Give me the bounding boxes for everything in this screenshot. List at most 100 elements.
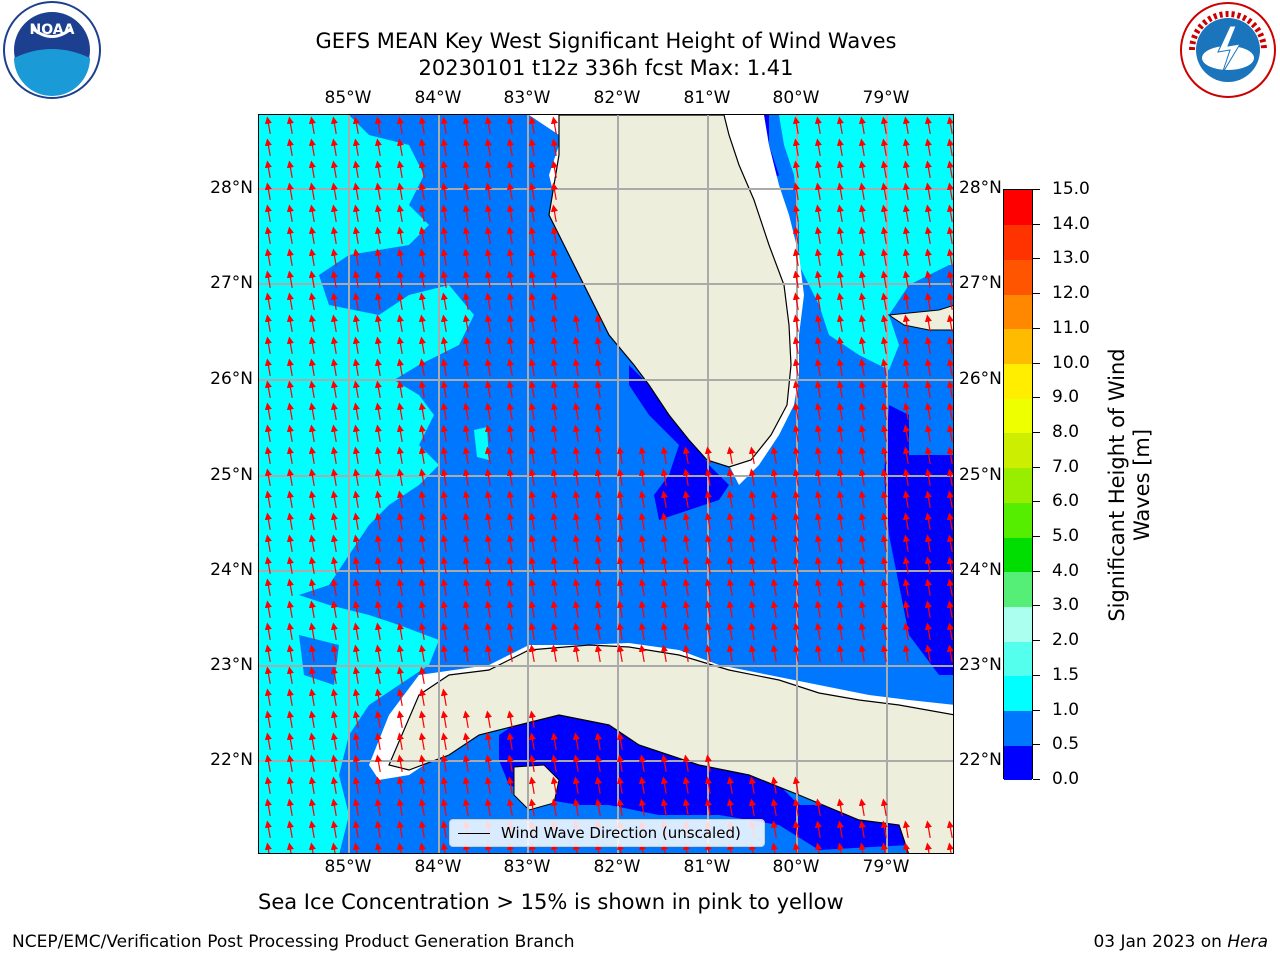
wind-arrow	[440, 622, 448, 640]
wind-arrow	[880, 204, 888, 222]
wind-arrow	[638, 600, 646, 618]
wind-arrow	[506, 138, 514, 156]
wind-arrow	[528, 578, 536, 596]
wind-arrow	[396, 358, 404, 376]
wind-arrow	[418, 490, 426, 508]
wind-arrow	[506, 732, 514, 750]
wind-arrow	[396, 842, 404, 853]
wind-arrow	[814, 424, 822, 442]
wind-arrow	[462, 842, 470, 853]
wind-arrow	[264, 556, 272, 574]
wind-arrow	[792, 380, 800, 398]
wind-arrow	[792, 534, 800, 552]
svg-text:NOAA: NOAA	[30, 22, 75, 38]
wind-arrow	[418, 336, 426, 354]
colorbar-tick-label: 9.0	[1052, 387, 1080, 408]
wind-arrow	[550, 116, 558, 134]
wind-arrow	[550, 182, 558, 200]
wind-arrow	[836, 534, 844, 552]
wind-arrow	[462, 138, 470, 156]
lat-label-right: 27°N	[959, 273, 1002, 293]
wind-arrow	[880, 798, 888, 816]
wind-arrow	[484, 446, 492, 464]
wind-arrow	[550, 292, 558, 310]
wind-arrow	[374, 182, 382, 200]
wind-arrow	[814, 292, 822, 310]
wind-arrow	[286, 798, 294, 816]
wind-arrow	[484, 776, 492, 794]
lon-label-top: 82°W	[593, 88, 641, 108]
wind-arrow	[682, 754, 690, 772]
wind-arrow	[946, 138, 953, 156]
lon-label-bottom: 82°W	[593, 857, 641, 877]
wind-arrow	[660, 534, 668, 552]
wind-arrow	[572, 468, 580, 486]
wind-arrow	[858, 424, 866, 442]
wind-arrow	[264, 358, 272, 376]
wind-arrow	[594, 754, 602, 772]
lon-label-top: 80°W	[772, 88, 820, 108]
wind-arrow	[792, 578, 800, 596]
wind-arrow	[506, 644, 514, 662]
nws-logo	[1178, 0, 1278, 100]
wind-arrow	[924, 248, 932, 266]
wind-arrow	[836, 578, 844, 596]
wind-arrow	[550, 226, 558, 244]
wind-arrow	[308, 468, 316, 486]
wind-arrow	[572, 600, 580, 618]
wind-arrow	[330, 578, 338, 596]
wind-arrow	[418, 622, 426, 640]
wind-arrow	[528, 116, 536, 134]
wind-arrow	[418, 842, 426, 853]
wind-arrow	[594, 732, 602, 750]
wind-arrow	[308, 688, 316, 706]
wind-arrow	[616, 732, 624, 750]
wind-arrow	[946, 512, 953, 530]
wind-arrow	[418, 754, 426, 772]
colorbar-segment	[1004, 363, 1032, 399]
wind-arrow	[528, 402, 536, 420]
wind-arrow	[286, 424, 294, 442]
wind-arrow	[352, 336, 360, 354]
colorbar-tick	[1033, 327, 1040, 329]
wind-arrow	[902, 380, 910, 398]
wind-arrow	[286, 776, 294, 794]
wind-arrow	[264, 182, 272, 200]
wind-arrow	[770, 446, 778, 464]
wind-arrow	[792, 424, 800, 442]
wind-arrow	[286, 710, 294, 728]
wind-arrow	[462, 710, 470, 728]
wind-arrow	[308, 600, 316, 618]
colorbar-tick	[1033, 362, 1040, 364]
wind-arrow	[726, 490, 734, 508]
wind-arrow	[726, 644, 734, 662]
wind-arrow	[858, 358, 866, 376]
wind-arrow	[462, 116, 470, 134]
wind-arrow	[638, 798, 646, 816]
wind-arrow	[374, 380, 382, 398]
wind-arrow	[484, 226, 492, 244]
wind-arrow	[396, 160, 404, 178]
wind-arrow	[440, 710, 448, 728]
lon-label-bottom: 84°W	[414, 857, 462, 877]
wind-arrow	[352, 314, 360, 332]
wind-arrow	[770, 556, 778, 574]
wind-arrow	[308, 776, 316, 794]
wind-arrow	[836, 798, 844, 816]
wind-arrow	[374, 732, 382, 750]
wind-arrow	[726, 776, 734, 794]
wind-arrow	[946, 578, 953, 596]
wind-arrow	[396, 710, 404, 728]
wind-arrow	[352, 798, 360, 816]
lat-label-right: 23°N	[959, 655, 1002, 675]
wind-arrow	[418, 468, 426, 486]
wind-arrow	[352, 732, 360, 750]
wind-arrow	[572, 556, 580, 574]
wind-arrow	[880, 116, 888, 134]
wind-arrow	[814, 468, 822, 486]
wind-arrow	[418, 776, 426, 794]
colorbar-segment	[1004, 710, 1032, 746]
wind-arrow	[572, 754, 580, 772]
wind-arrow	[264, 446, 272, 464]
lat-label-left: 23°N	[210, 655, 253, 675]
